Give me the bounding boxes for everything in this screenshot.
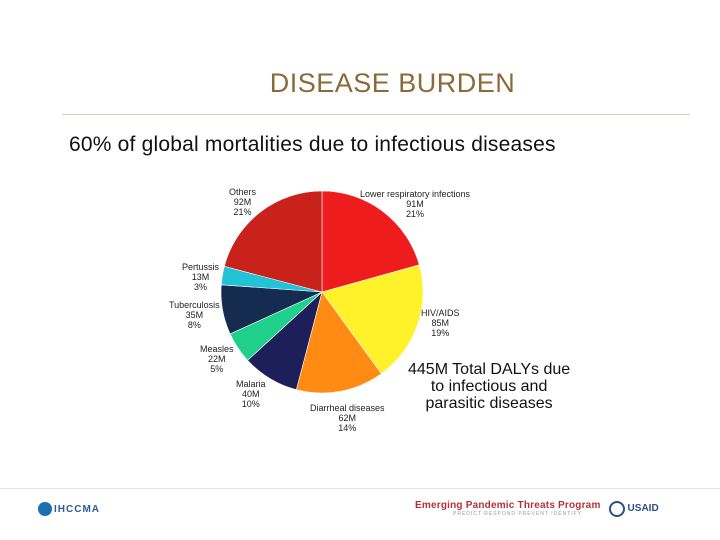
pie-slice-hiv-aids <box>321 264 424 375</box>
pie-slice-others <box>223 190 323 293</box>
program-name: Emerging Pandemic Threats Program <box>415 500 601 511</box>
total-dalys-annotation: 445M Total DALYs due to infectious and p… <box>408 361 571 412</box>
slide-title: DISEASE BURDEN <box>269 68 516 98</box>
partner-logo: IHCCMA <box>38 502 100 516</box>
label-measles: Measles 22M 5% <box>200 344 234 374</box>
pie-slice-lower-respiratory-infections <box>321 190 420 293</box>
footer-divider <box>0 488 720 489</box>
label-malaria: Malaria 40M 10% <box>236 379 266 409</box>
label-others: Others 92M 21% <box>229 187 257 217</box>
ept-logo: Emerging Pandemic Threats Program PREDIC… <box>415 500 601 517</box>
title-divider <box>62 114 690 115</box>
pie-slice-diarrheal-diseases <box>295 291 382 394</box>
label-lower-respiratory: Lower respiratory infections 91M 21% <box>360 189 471 219</box>
label-tuberculosis: Tuberculosis 35M 8% <box>169 300 220 330</box>
program-logos: Emerging Pandemic Threats Program PREDIC… <box>415 500 659 517</box>
label-hiv-aids: HIV/AIDS 85M 19% <box>421 308 460 338</box>
slide-subtitle: 60% of global mortalities due to infecti… <box>69 133 556 156</box>
label-diarrheal: Diarrheal diseases 62M 14% <box>310 403 385 433</box>
program-tagline: PREDICT RESPOND PREVENT IDENTIFY <box>453 511 583 517</box>
label-pertussis: Pertussis 13M 3% <box>182 262 220 292</box>
usaid-seal-icon <box>608 500 625 517</box>
globe-icon <box>38 502 52 516</box>
usaid-logo: USAID <box>608 500 659 517</box>
